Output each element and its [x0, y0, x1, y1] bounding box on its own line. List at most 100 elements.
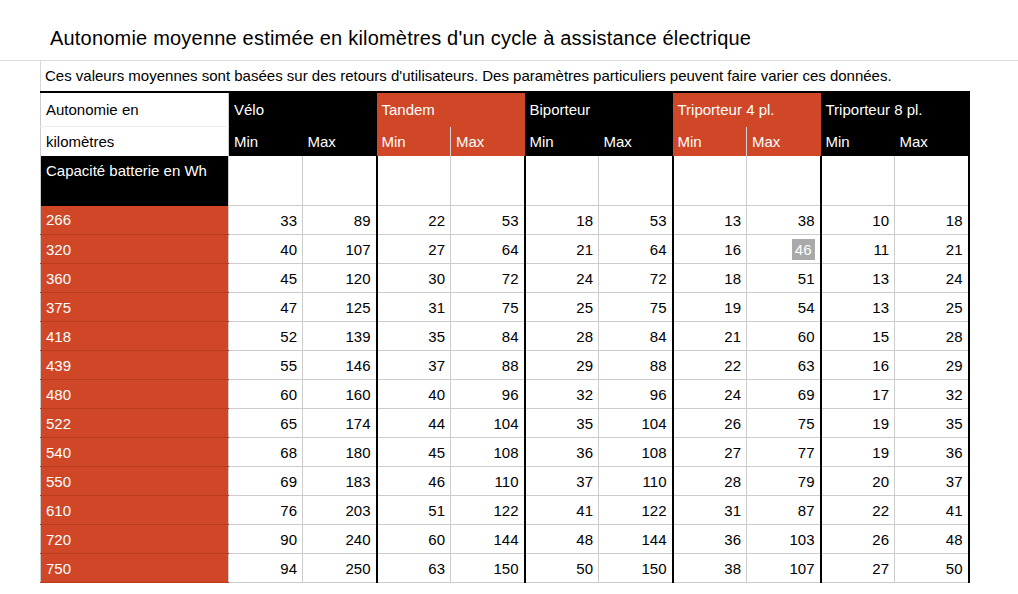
capacity-cell: 610 — [41, 496, 229, 525]
value-cell: 24 — [525, 264, 599, 293]
value-cell: 122 — [451, 496, 525, 525]
capacity-cell: 418 — [41, 322, 229, 351]
value-cell: 88 — [451, 351, 525, 380]
value-cell: 19 — [673, 293, 747, 322]
value-cell: 41 — [895, 496, 969, 525]
table-row: 360451203072247218511324 — [41, 264, 969, 293]
value-cell: 35 — [377, 322, 451, 351]
value-cell: 22 — [821, 496, 895, 525]
table-caption: Ces valeurs moyennes sont basées sur des… — [40, 61, 1018, 91]
value-cell: 96 — [451, 380, 525, 409]
value-cell: 51 — [377, 496, 451, 525]
value-cell: 30 — [377, 264, 451, 293]
blank-cell — [451, 156, 525, 206]
value-cell: 27 — [377, 235, 451, 264]
header-row-capacity: Capacité batterie en Wh — [41, 156, 969, 206]
subheader-triporteur-4-pl-min: Min — [673, 127, 747, 157]
value-cell: 72 — [599, 264, 673, 293]
value-cell: 37 — [377, 351, 451, 380]
value-cell: 26 — [673, 409, 747, 438]
highlighted-value: 46 — [792, 239, 815, 260]
table-row: 375471253175257519541325 — [41, 293, 969, 322]
table-row: 26633892253185313381018 — [41, 206, 969, 235]
value-cell: 90 — [229, 525, 303, 554]
capacity-cell: 360 — [41, 264, 229, 293]
value-cell: 76 — [229, 496, 303, 525]
value-cell: 183 — [303, 467, 377, 496]
value-cell: 146 — [303, 351, 377, 380]
capacity-cell: 720 — [41, 525, 229, 554]
row-header-capacite: Capacité batterie en Wh — [41, 156, 229, 206]
autonomy-table: Autonomie enVéloTandemBiporteurTriporteu… — [40, 91, 970, 583]
value-cell: 110 — [599, 467, 673, 496]
value-cell: 203 — [303, 496, 377, 525]
capacity-cell: 320 — [41, 235, 229, 264]
blank-cell — [673, 156, 747, 206]
value-cell: 11 — [821, 235, 895, 264]
table-row: 52265174441043510426751935 — [41, 409, 969, 438]
blank-cell — [377, 156, 451, 206]
subheader-triporteur-8-pl-max: Max — [895, 127, 969, 157]
blank-cell — [303, 156, 377, 206]
value-cell: 18 — [895, 206, 969, 235]
value-cell: 53 — [451, 206, 525, 235]
table-row: 480601604096329624691732 — [41, 380, 969, 409]
value-cell: 28 — [525, 322, 599, 351]
value-cell: 108 — [451, 438, 525, 467]
value-cell: 20 — [821, 467, 895, 496]
subheader-velo-min: Min — [229, 127, 303, 157]
value-cell: 36 — [895, 438, 969, 467]
column-group-biporteur: Biporteur — [525, 92, 673, 127]
subheader-biporteur-max: Max — [599, 127, 673, 157]
value-cell: 63 — [377, 554, 451, 583]
value-cell: 65 — [229, 409, 303, 438]
value-cell: 125 — [303, 293, 377, 322]
value-cell: 104 — [599, 409, 673, 438]
value-cell: 32 — [525, 380, 599, 409]
value-cell: 45 — [377, 438, 451, 467]
value-cell: 28 — [895, 322, 969, 351]
value-cell: 38 — [673, 554, 747, 583]
value-cell: 51 — [747, 264, 821, 293]
value-cell: 50 — [895, 554, 969, 583]
value-cell: 60 — [229, 380, 303, 409]
value-cell: 27 — [821, 554, 895, 583]
capacity-cell: 480 — [41, 380, 229, 409]
value-cell: 120 — [303, 264, 377, 293]
value-cell: 25 — [895, 293, 969, 322]
value-cell: 108 — [599, 438, 673, 467]
value-cell: 69 — [747, 380, 821, 409]
value-cell: 13 — [821, 293, 895, 322]
value-cell: 18 — [525, 206, 599, 235]
value-cell: 160 — [303, 380, 377, 409]
value-cell: 88 — [599, 351, 673, 380]
value-cell: 77 — [747, 438, 821, 467]
value-cell: 84 — [599, 322, 673, 351]
value-cell: 13 — [673, 206, 747, 235]
value-cell: 48 — [895, 525, 969, 554]
table-row: 720902406014448144361032648 — [41, 525, 969, 554]
value-cell: 50 — [525, 554, 599, 583]
value-cell: 54 — [747, 293, 821, 322]
table-row: 418521393584288421601528 — [41, 322, 969, 351]
value-cell: 33 — [229, 206, 303, 235]
value-cell: 40 — [377, 380, 451, 409]
capacity-cell: 550 — [41, 467, 229, 496]
value-cell: 25 — [525, 293, 599, 322]
value-cell: 19 — [821, 409, 895, 438]
value-cell: 44 — [377, 409, 451, 438]
table-body: 2663389225318531338101832040107276421641… — [41, 206, 969, 583]
value-cell: 139 — [303, 322, 377, 351]
value-cell: 24 — [673, 380, 747, 409]
value-cell: 27 — [673, 438, 747, 467]
value-cell: 69 — [229, 467, 303, 496]
value-cell: 75 — [451, 293, 525, 322]
value-cell: 180 — [303, 438, 377, 467]
column-group-tandem: Tandem — [377, 92, 525, 127]
value-cell: 38 — [747, 206, 821, 235]
value-cell: 17 — [821, 380, 895, 409]
value-cell: 15 — [821, 322, 895, 351]
table-row: 54068180451083610827771936 — [41, 438, 969, 467]
value-cell: 48 — [525, 525, 599, 554]
value-cell: 21 — [895, 235, 969, 264]
